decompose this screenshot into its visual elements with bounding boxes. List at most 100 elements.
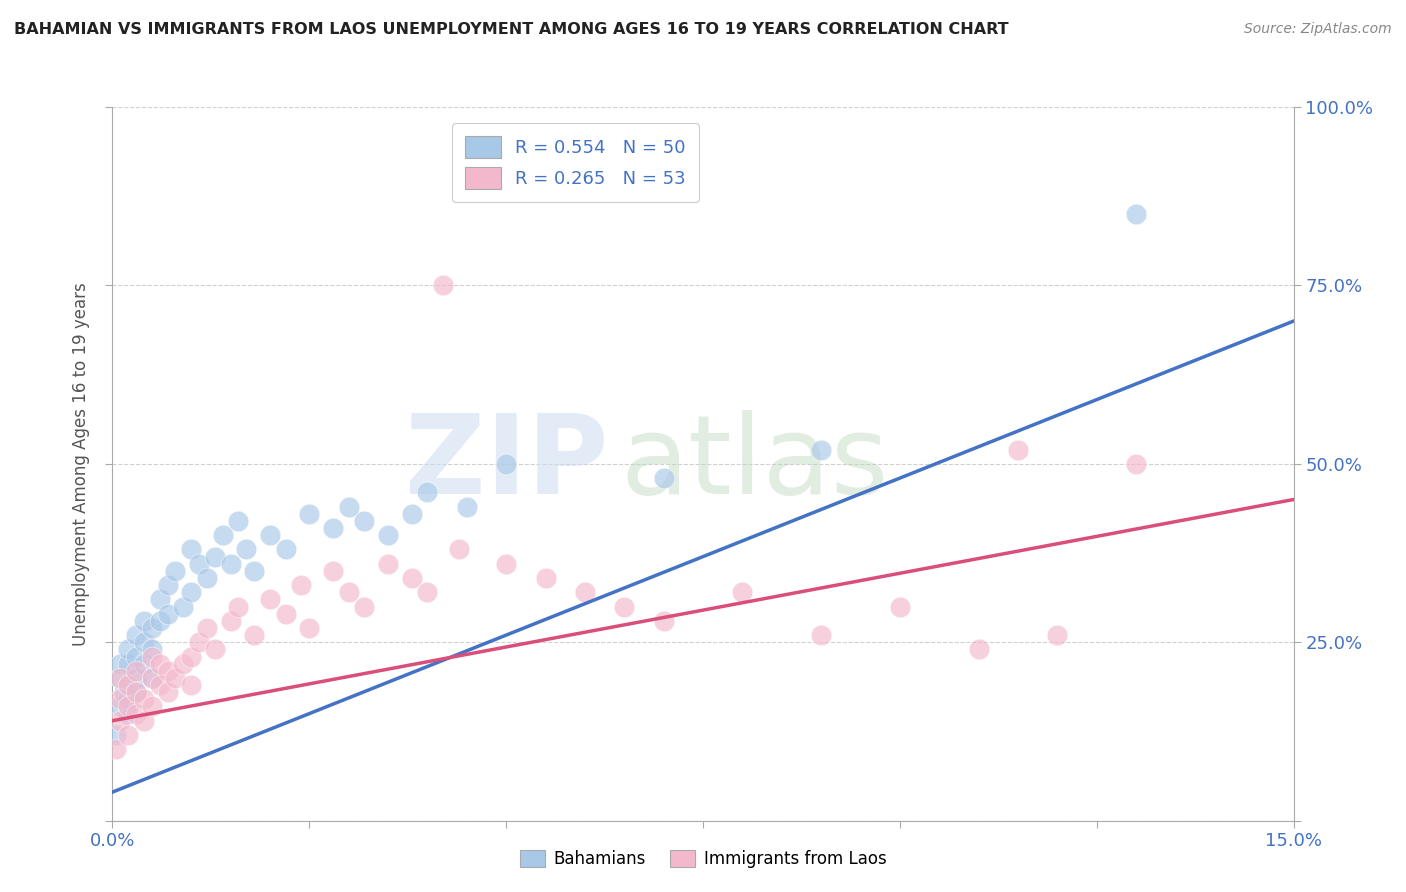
Point bbox=[322, 521, 344, 535]
Point bbox=[141, 621, 163, 635]
Point bbox=[353, 514, 375, 528]
Point bbox=[132, 657, 155, 671]
Legend: R = 0.554   N = 50, R = 0.265   N = 53: R = 0.554 N = 50, R = 0.265 N = 53 bbox=[453, 123, 699, 202]
Point bbox=[652, 471, 675, 485]
Point bbox=[259, 528, 281, 542]
Point bbox=[353, 599, 375, 614]
Legend: Bahamians, Immigrants from Laos: Bahamians, Immigrants from Laos bbox=[513, 843, 893, 875]
Point bbox=[110, 671, 132, 685]
Point bbox=[416, 485, 439, 500]
Point bbox=[337, 500, 360, 514]
Point bbox=[172, 657, 194, 671]
Point bbox=[228, 599, 250, 614]
Point bbox=[810, 442, 832, 457]
Point bbox=[149, 614, 172, 628]
Point bbox=[188, 635, 211, 649]
Point bbox=[172, 599, 194, 614]
Point bbox=[105, 728, 128, 742]
Point bbox=[110, 692, 132, 706]
Point bbox=[180, 678, 202, 692]
Point bbox=[274, 542, 297, 557]
Text: ZIP: ZIP bbox=[405, 410, 609, 517]
Point bbox=[274, 607, 297, 621]
Point bbox=[401, 571, 423, 585]
Point bbox=[180, 542, 202, 557]
Point bbox=[495, 457, 517, 471]
Point bbox=[110, 671, 132, 685]
Text: atlas: atlas bbox=[620, 410, 889, 517]
Point bbox=[141, 642, 163, 657]
Point bbox=[156, 685, 179, 699]
Point bbox=[1007, 442, 1029, 457]
Point bbox=[447, 542, 470, 557]
Point bbox=[125, 649, 148, 664]
Point bbox=[141, 671, 163, 685]
Point bbox=[132, 714, 155, 728]
Point bbox=[110, 699, 132, 714]
Text: Source: ZipAtlas.com: Source: ZipAtlas.com bbox=[1244, 22, 1392, 37]
Text: BAHAMIAN VS IMMIGRANTS FROM LAOS UNEMPLOYMENT AMONG AGES 16 TO 19 YEARS CORRELAT: BAHAMIAN VS IMMIGRANTS FROM LAOS UNEMPLO… bbox=[14, 22, 1008, 37]
Point bbox=[125, 671, 148, 685]
Point bbox=[117, 692, 139, 706]
Point bbox=[125, 706, 148, 721]
Point bbox=[112, 685, 135, 699]
Point bbox=[456, 500, 478, 514]
Point bbox=[132, 692, 155, 706]
Point bbox=[211, 528, 233, 542]
Point bbox=[188, 557, 211, 571]
Point bbox=[810, 628, 832, 642]
Point bbox=[156, 664, 179, 678]
Point bbox=[156, 578, 179, 592]
Point bbox=[195, 571, 218, 585]
Point bbox=[180, 649, 202, 664]
Point bbox=[149, 678, 172, 692]
Point bbox=[235, 542, 257, 557]
Point bbox=[243, 628, 266, 642]
Point bbox=[322, 564, 344, 578]
Point bbox=[1046, 628, 1069, 642]
Point bbox=[149, 657, 172, 671]
Point bbox=[156, 607, 179, 621]
Point bbox=[117, 678, 139, 692]
Point bbox=[125, 685, 148, 699]
Point bbox=[165, 671, 187, 685]
Point bbox=[165, 564, 187, 578]
Point bbox=[228, 514, 250, 528]
Point bbox=[105, 742, 128, 756]
Point bbox=[149, 592, 172, 607]
Point bbox=[204, 642, 226, 657]
Point bbox=[117, 642, 139, 657]
Point bbox=[495, 557, 517, 571]
Point bbox=[401, 507, 423, 521]
Point bbox=[195, 621, 218, 635]
Point bbox=[1125, 207, 1147, 221]
Point bbox=[243, 564, 266, 578]
Point bbox=[652, 614, 675, 628]
Point bbox=[298, 621, 321, 635]
Point bbox=[290, 578, 312, 592]
Point bbox=[432, 278, 454, 293]
Point bbox=[219, 557, 242, 571]
Point bbox=[204, 549, 226, 564]
Point bbox=[731, 585, 754, 599]
Point bbox=[1125, 457, 1147, 471]
Point bbox=[132, 635, 155, 649]
Point bbox=[219, 614, 242, 628]
Point bbox=[259, 592, 281, 607]
Point bbox=[117, 706, 139, 721]
Point bbox=[416, 585, 439, 599]
Point bbox=[377, 528, 399, 542]
Point bbox=[117, 678, 139, 692]
Point bbox=[125, 664, 148, 678]
Point bbox=[613, 599, 636, 614]
Point bbox=[132, 614, 155, 628]
Point bbox=[889, 599, 911, 614]
Y-axis label: Unemployment Among Ages 16 to 19 years: Unemployment Among Ages 16 to 19 years bbox=[72, 282, 90, 646]
Point bbox=[534, 571, 557, 585]
Point bbox=[141, 699, 163, 714]
Point bbox=[377, 557, 399, 571]
Point bbox=[141, 649, 163, 664]
Point bbox=[967, 642, 990, 657]
Point bbox=[117, 728, 139, 742]
Point bbox=[110, 657, 132, 671]
